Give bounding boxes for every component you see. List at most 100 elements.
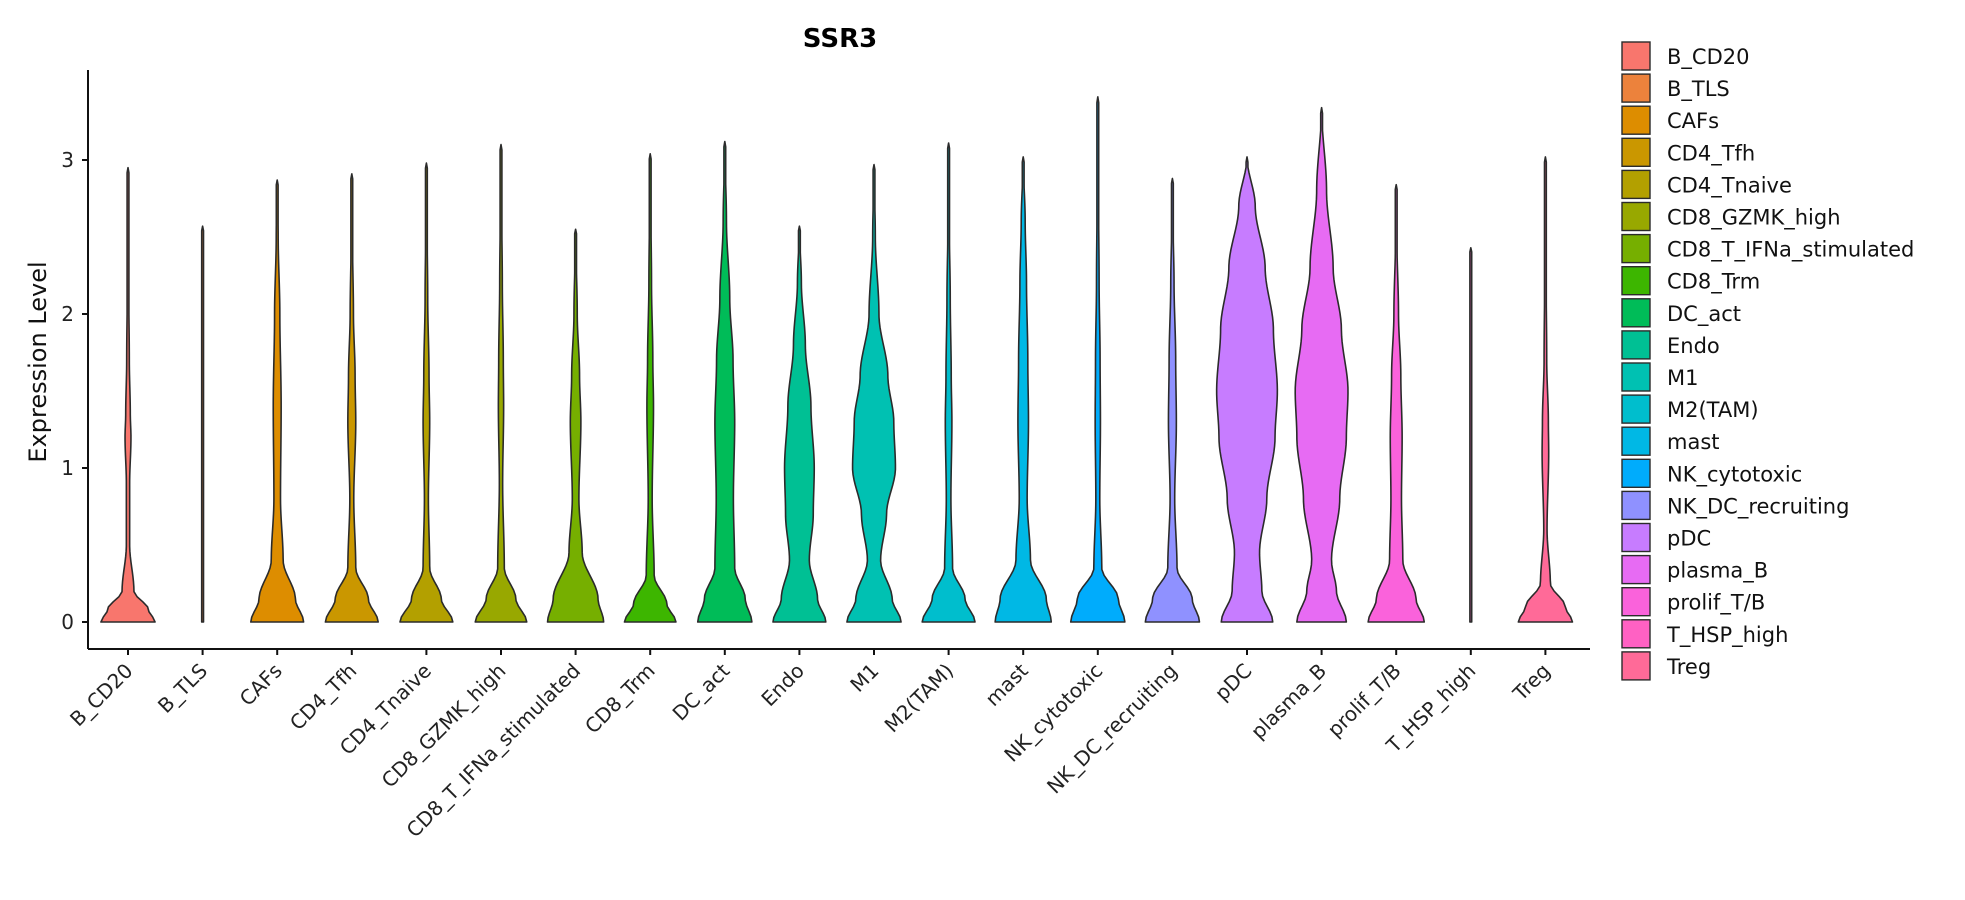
legend-item-plasma_B: plasma_B <box>1621 554 1768 585</box>
legend-swatch <box>1621 554 1651 585</box>
legend-label: B_CD20 <box>1667 45 1749 70</box>
chart-title: SSR3 <box>803 24 877 54</box>
x-tick-label: CD8_GZMK_high <box>377 659 511 793</box>
legend-item-pDC: pDC <box>1621 522 1711 553</box>
legend-item-NK_DC_recruiting: NK_DC_recruiting <box>1621 490 1849 521</box>
violin-B_CD20 <box>100 166 156 623</box>
violin-prolif_T/B <box>1367 183 1426 623</box>
legend-item-M1: M1 <box>1621 362 1698 392</box>
violin-DC_act <box>696 140 753 623</box>
legend-item-B_TLS: B_TLS <box>1621 73 1730 103</box>
legend-label: M1 <box>1667 366 1698 390</box>
legend-item-CD4_Tfh: CD4_Tfh <box>1621 137 1755 168</box>
legend-swatch <box>1621 651 1651 681</box>
x-tick-label: pDC <box>1210 659 1257 706</box>
legend-label: pDC <box>1667 527 1711 551</box>
legend-swatch <box>1621 298 1651 328</box>
violin-mast <box>994 156 1053 623</box>
legend-item-CD8_GZMK_high: CD8_GZMK_high <box>1621 201 1841 232</box>
legend-label: CAFs <box>1667 109 1719 133</box>
legend-label: Endo <box>1667 334 1720 358</box>
legend-item-CD8_Trm: CD8_Trm <box>1621 266 1760 296</box>
violin-plasma_B <box>1294 106 1349 623</box>
legend-swatch <box>1621 73 1651 103</box>
x-tick-label: mast <box>980 658 1032 710</box>
legend-swatch <box>1621 619 1651 649</box>
legend-label: prolif_T/B <box>1667 591 1765 616</box>
violin-CD8_GZMK_high <box>474 143 528 623</box>
violin-M2(TAM) <box>921 142 976 623</box>
legend-label: M2(TAM) <box>1667 398 1759 422</box>
legend-label: mast <box>1667 430 1720 454</box>
x-tick-label: M1 <box>845 659 883 697</box>
legend-label: CD4_Tfh <box>1667 141 1755 166</box>
x-tick-label: plasma_B <box>1246 659 1331 744</box>
legend-label: CD8_T_IFNa_stimulated <box>1667 238 1914 263</box>
violin-NK_cytotoxic <box>1069 96 1126 623</box>
legend-item-T_HSP_high: T_HSP_high <box>1621 619 1788 649</box>
violin-CD4_Tnaive <box>399 162 454 623</box>
legend-swatch <box>1621 266 1651 296</box>
violin-NK_DC_recruiting <box>1144 177 1201 623</box>
x-tick-label: CAFs <box>235 659 287 711</box>
legend-item-CD4_Tnaive: CD4_Tnaive <box>1621 169 1792 200</box>
legend-swatch <box>1621 41 1651 71</box>
legend-label: T_HSP_high <box>1666 623 1788 648</box>
legend-item-prolif_T/B: prolif_T/B <box>1621 587 1765 617</box>
legend-item-Endo: Endo <box>1621 330 1720 360</box>
x-tick-label: DC_act <box>668 658 735 725</box>
x-tick-label: B_TLS <box>153 659 212 718</box>
y-axis-label: Expression Level <box>24 261 52 462</box>
legend-swatch <box>1621 522 1651 553</box>
x-tick-label: NK_DC_recruiting <box>1042 659 1182 799</box>
y-tick-label: 1 <box>61 456 74 480</box>
legend-swatch <box>1621 362 1651 392</box>
legend-swatch <box>1621 426 1651 456</box>
legend-label: CD8_GZMK_high <box>1667 206 1841 231</box>
legend-item-M2(TAM): M2(TAM) <box>1621 394 1759 424</box>
legend-label: CD4_Tnaive <box>1667 173 1792 198</box>
legend-item-CD8_T_IFNa_stimulated: CD8_T_IFNa_stimulated <box>1621 233 1914 264</box>
legend: B_CD20 B_TLS CAFs CD4_Tfh CD4_Tnaive CD8_GZMK… <box>1621 41 1914 681</box>
legend-item-NK_cytotoxic: NK_cytotoxic <box>1621 458 1802 488</box>
legend-label: CD8_Trm <box>1667 270 1760 295</box>
violin-Treg <box>1517 156 1574 623</box>
legend-item-DC_act: DC_act <box>1621 298 1741 328</box>
violin-Endo <box>772 225 827 623</box>
x-tick-label: B_CD20 <box>65 659 138 732</box>
legend-swatch <box>1621 137 1651 168</box>
legend-swatch <box>1621 105 1651 135</box>
legend-item-B_CD20: B_CD20 <box>1621 41 1749 71</box>
legend-label: Treg <box>1666 655 1711 679</box>
violin-CD8_Trm <box>623 153 677 623</box>
legend-label: B_TLS <box>1667 77 1730 102</box>
legend-swatch <box>1621 201 1651 232</box>
violin-M1 <box>846 163 902 623</box>
legend-swatch <box>1621 458 1651 488</box>
legend-swatch <box>1621 394 1651 424</box>
violin-B_TLS <box>200 225 205 623</box>
violin-pDC <box>1215 156 1279 623</box>
legend-label: NK_DC_recruiting <box>1667 494 1849 519</box>
x-tick-label: Endo <box>756 659 809 712</box>
violin-T_HSP_high <box>1469 246 1473 623</box>
y-tick-label: 2 <box>61 302 74 326</box>
legend-swatch <box>1621 330 1651 360</box>
violin-CD8_T_IFNa_stimulated <box>546 228 605 623</box>
y-tick-label: 3 <box>61 148 74 172</box>
x-tick-label: M2(TAM) <box>880 659 959 738</box>
violin-CAFs <box>250 179 305 623</box>
legend-swatch <box>1621 490 1651 521</box>
x-tick-label: CD4_Tfh <box>285 659 361 735</box>
violin-CD4_Tfh <box>324 173 379 623</box>
legend-swatch <box>1621 233 1651 264</box>
y-tick-label: 0 <box>61 610 74 634</box>
legend-item-mast: mast <box>1621 426 1720 456</box>
legend-swatch <box>1621 169 1651 200</box>
legend-item-CAFs: CAFs <box>1621 105 1719 135</box>
legend-label: plasma_B <box>1667 559 1768 584</box>
x-tick-label: CD8_Trm <box>580 659 660 739</box>
legend-label: NK_cytotoxic <box>1667 462 1802 487</box>
